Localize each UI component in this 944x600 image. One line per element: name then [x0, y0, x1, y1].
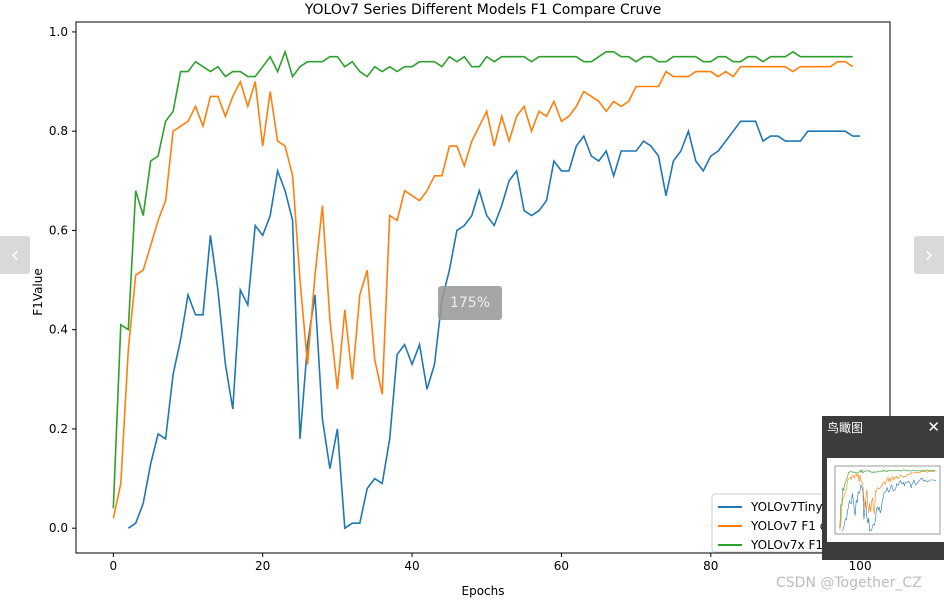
next-image-button[interactable]: ›	[914, 236, 944, 274]
y-tick-label: 0.0	[49, 521, 68, 535]
x-tick-label: 100	[849, 559, 872, 573]
x-tick-label: 0	[110, 559, 118, 573]
watermark: CSDN @Together_CZ	[776, 575, 922, 591]
y-tick-label: 0.6	[49, 223, 68, 237]
y-tick-label: 1.0	[49, 25, 68, 39]
overview-header: 鸟瞰图 ✕	[822, 416, 944, 438]
y-tick-label: 0.2	[49, 422, 68, 436]
overview-thumbnail-chart	[834, 465, 941, 535]
chevron-left-icon: ‹	[10, 242, 20, 268]
y-tick-label: 0.8	[49, 124, 68, 138]
thumb-frame	[834, 465, 941, 535]
x-tick-label: 40	[404, 559, 419, 573]
x-tick-label: 60	[554, 559, 569, 573]
plot-frame	[75, 21, 891, 554]
chart-title: YOLOv7 Series Different Models F1 Compar…	[304, 2, 662, 18]
thumb-series-line-2	[839, 468, 936, 529]
y-axis-label: F1Value	[31, 268, 45, 316]
zoom-level-indicator: 175%	[438, 286, 502, 320]
series-line-1	[112, 60, 854, 519]
close-icon[interactable]: ✕	[927, 418, 940, 436]
overview-panel[interactable]: 鸟瞰图 ✕	[822, 416, 944, 560]
thumb-series-line-1	[839, 470, 936, 530]
chevron-right-icon: ›	[924, 242, 934, 268]
series-line-0	[127, 120, 861, 530]
series-line-2	[112, 49, 853, 509]
x-tick-label: 20	[255, 559, 270, 573]
x-tick-label: 80	[703, 559, 718, 573]
plot-area: 0 20 40 60 80 100 0.0 0.2 0.4 0.6 0.8 1.0	[49, 21, 891, 573]
prev-image-button[interactable]: ‹	[0, 236, 30, 274]
thumb-series-line-0	[841, 478, 937, 532]
y-tick-label: 0.4	[49, 323, 68, 337]
overview-thumbnail[interactable]	[827, 458, 944, 542]
overview-title: 鸟瞰图	[827, 420, 864, 435]
x-axis-label: Epochs	[462, 584, 505, 598]
